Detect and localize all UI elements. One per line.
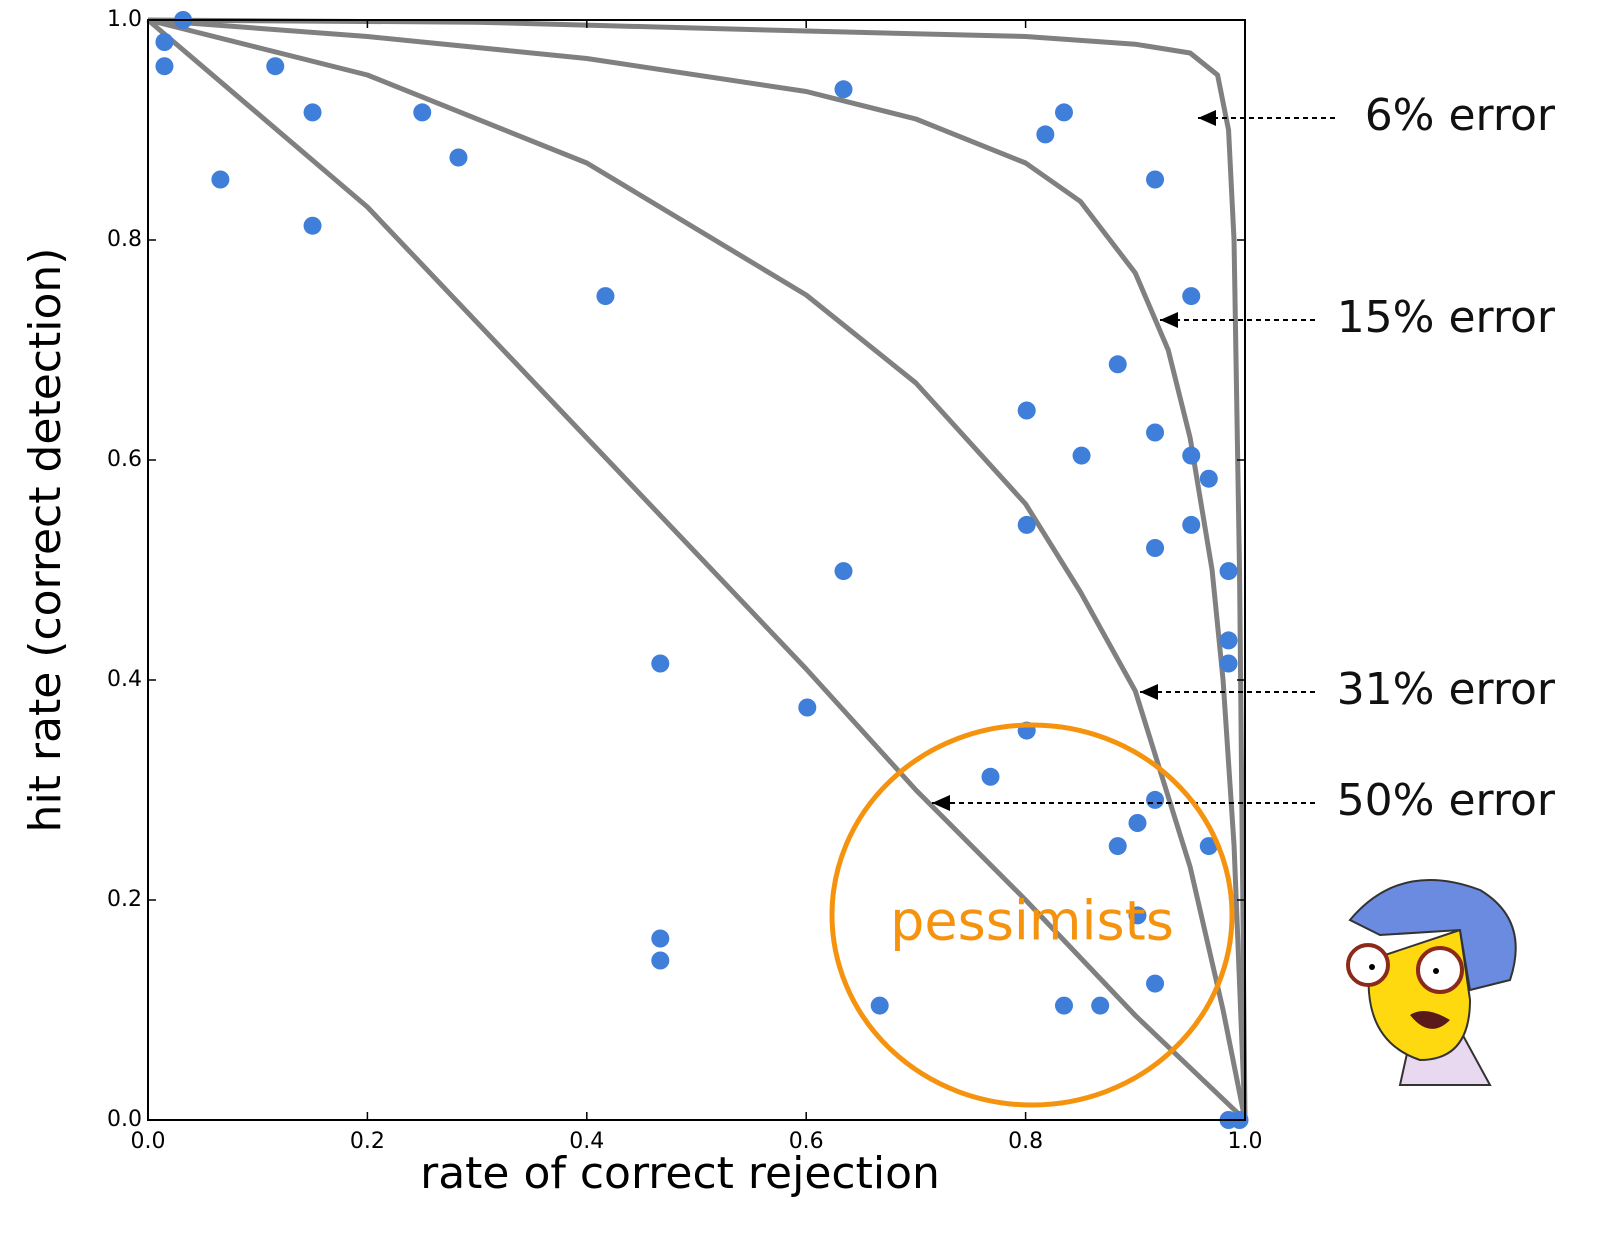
data-point — [834, 80, 853, 99]
data-point — [1199, 469, 1218, 488]
data-point — [1072, 446, 1091, 465]
data-point — [1219, 631, 1238, 650]
roc-curve — [146, 18, 1247, 1122]
y-tick-label: 0.2 — [107, 887, 142, 912]
y-tick-label: 0.4 — [107, 667, 142, 692]
data-point — [651, 654, 670, 673]
data-point — [1146, 790, 1165, 809]
data-point — [1146, 539, 1165, 557]
data-point — [596, 287, 615, 306]
data-point — [1146, 170, 1165, 189]
annotation: 15% error — [1337, 292, 1556, 343]
x-tick-label: 0.8 — [1008, 1129, 1043, 1154]
data-point — [303, 216, 322, 235]
x-tick-label: 0.4 — [569, 1129, 604, 1154]
data-point — [1182, 287, 1201, 306]
data-point — [1182, 446, 1201, 465]
roc-curve — [147, 17, 1248, 1121]
data-point — [1146, 423, 1165, 442]
roc-curve — [147, 17, 1248, 1121]
data-point — [1128, 814, 1147, 832]
data-point — [1219, 654, 1238, 673]
cartoon — [1346, 879, 1517, 1086]
plot-frame — [147, 19, 1246, 1121]
data-point — [651, 951, 670, 970]
data-point — [1108, 355, 1127, 374]
annotation: 50% error — [1337, 775, 1556, 826]
x-tick-label: 0.0 — [131, 1129, 166, 1154]
data-point — [798, 698, 817, 717]
y-tick-label: 0.0 — [107, 1107, 142, 1132]
data-point — [1128, 906, 1147, 925]
highlight-circle — [829, 722, 1235, 1108]
data-point — [870, 996, 889, 1015]
data-point — [834, 562, 853, 581]
x-tick-label: 0.2 — [350, 1129, 385, 1154]
y-tick-label: 0.8 — [107, 227, 142, 252]
data-point — [211, 170, 230, 189]
data-point — [981, 767, 1000, 786]
data-point — [1017, 515, 1036, 534]
data-point — [449, 148, 468, 167]
data-point — [651, 929, 670, 948]
data-point — [1091, 996, 1110, 1015]
data-point — [266, 57, 285, 76]
data-point — [155, 57, 174, 76]
data-point — [1108, 837, 1127, 856]
data-point — [1199, 837, 1218, 856]
data-point — [413, 103, 432, 122]
data-point — [303, 103, 322, 122]
highlight-label: pessimists — [890, 890, 1174, 953]
x-tick-label: 0.6 — [789, 1129, 824, 1154]
data-point — [1036, 125, 1055, 144]
annotation: 31% error — [1337, 664, 1556, 715]
data-point — [155, 33, 174, 51]
annotation: 6% error — [1365, 90, 1556, 141]
data-point — [1017, 401, 1036, 420]
data-point — [1219, 562, 1238, 581]
data-point — [1054, 996, 1073, 1015]
data-point — [1146, 974, 1165, 993]
x-tick-label: 1.0 — [1228, 1129, 1263, 1154]
data-point — [1182, 515, 1201, 534]
data-point — [1054, 103, 1073, 122]
x-axis-label: rate of correct rejection — [420, 1148, 940, 1199]
y-tick-label: 1.0 — [107, 7, 142, 32]
y-tick-label: 0.6 — [107, 447, 142, 472]
y-axis-label: hit rate (correct detection) — [20, 248, 71, 833]
